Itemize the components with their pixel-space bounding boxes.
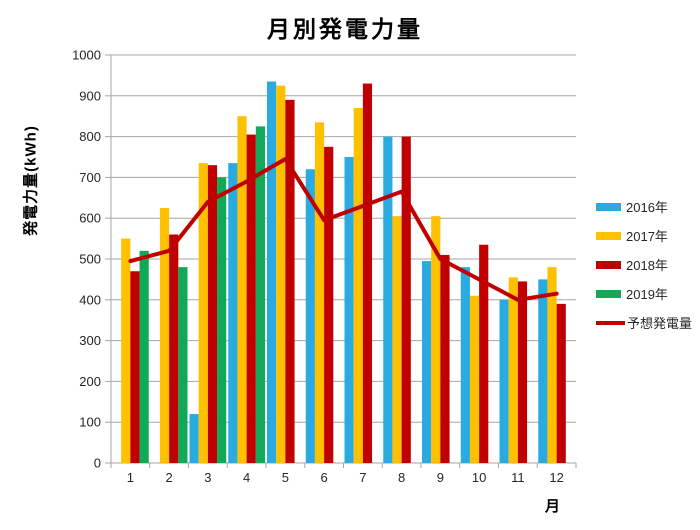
bar-2017年-m12 <box>547 267 557 463</box>
bar-2018年-m6 <box>324 146 334 464</box>
bar-2016年-m12 <box>538 279 548 463</box>
bar-2018年-m11 <box>517 281 528 463</box>
bar-2019年-m2 <box>178 267 188 463</box>
bar-2018年-m4 <box>246 134 256 463</box>
legend-item-0: 2016年 <box>596 192 692 221</box>
bar-2017年-m3 <box>198 163 208 463</box>
legend-color-swatch <box>596 202 621 211</box>
bar-2018年-m3 <box>207 165 218 463</box>
bar-2017年-m11 <box>508 277 518 463</box>
legend-label: 2016年 <box>626 200 668 215</box>
x-tick-label: 1 <box>127 470 134 485</box>
bar-2016年-m11 <box>499 299 509 463</box>
bar-2017年-m6 <box>314 122 325 463</box>
y-tick-label: 800 <box>79 129 101 144</box>
bar-2018年-m12 <box>556 303 566 463</box>
legend-item-2: 2018年 <box>596 250 692 279</box>
bar-2018年-m2 <box>169 234 179 463</box>
legend-item-1: 2017年 <box>596 221 692 250</box>
x-tick-label: 10 <box>472 470 486 485</box>
y-tick-label: 600 <box>79 211 101 226</box>
y-tick-label: 500 <box>79 252 101 267</box>
bar-2016年-m6 <box>305 169 315 464</box>
y-tick-label: 700 <box>79 170 101 185</box>
y-tick-label: 400 <box>79 292 101 307</box>
bar-2016年-m4 <box>228 163 238 463</box>
bar-2019年-m1 <box>139 250 149 463</box>
legend-color-swatch <box>596 231 621 240</box>
bar-2016年-m8 <box>383 136 393 463</box>
bar-2017年-m1 <box>121 238 131 463</box>
y-tick-label: 300 <box>79 333 101 348</box>
bar-2017年-m9 <box>431 216 441 463</box>
x-tick-label: 5 <box>282 470 289 485</box>
y-tick-label: 1000 <box>72 48 101 63</box>
bar-2018年-m5 <box>285 99 295 463</box>
x-tick-label: 3 <box>204 470 211 485</box>
legend-label: 2019年 <box>626 287 668 302</box>
legend-color-swatch <box>596 260 621 269</box>
bar-2017年-m2 <box>159 208 170 463</box>
x-tick-label: 6 <box>321 470 328 485</box>
x-tick-label: 7 <box>359 470 366 485</box>
x-tick-label: 11 <box>511 470 525 485</box>
x-tick-label: 2 <box>166 470 173 485</box>
legend: 2016年 2017年 2018年 2019年予想発電量 <box>596 192 692 337</box>
bar-2018年-m9 <box>440 254 450 463</box>
bar-2019年-m4 <box>255 126 265 464</box>
bar-2017年-m8 <box>392 216 402 463</box>
chart-title: 月別発電力量 <box>267 16 423 42</box>
legend-label: 2017年 <box>626 229 668 244</box>
bar-2016年-m7 <box>344 157 354 463</box>
bar-2018年-m10 <box>479 244 489 463</box>
legend-item-3: 2019年 <box>596 279 692 308</box>
bar-2017年-m4 <box>237 116 247 463</box>
x-tick-label: 4 <box>243 470 250 485</box>
x-tick-label: 9 <box>437 470 444 485</box>
bar-2019年-m3 <box>217 177 227 463</box>
x-tick-label: 12 <box>549 470 563 485</box>
bar-2018年-m8 <box>401 136 411 463</box>
legend-line-swatch <box>596 320 625 325</box>
x-tick-label: 8 <box>398 470 405 485</box>
bar-2017年-m5 <box>276 85 286 463</box>
x-axis-title: 月 <box>545 498 561 515</box>
bar-2018年-m7 <box>362 83 373 463</box>
bar-2016年-m3 <box>189 414 199 463</box>
y-tick-label: 200 <box>79 374 101 389</box>
y-tick-label: 100 <box>79 415 101 430</box>
legend-label: 予想発電量 <box>627 316 693 331</box>
bar-2016年-m5 <box>267 81 277 464</box>
y-tick-label: 0 <box>94 456 101 471</box>
bar-2016年-m10 <box>460 267 470 463</box>
forecast-line <box>128 157 559 302</box>
bar-2017年-m7 <box>353 108 363 463</box>
bar-2016年-m9 <box>422 261 432 463</box>
bar-2017年-m10 <box>469 295 480 463</box>
legend-item-4: 予想発電量 <box>596 308 692 337</box>
legend-color-swatch <box>596 289 621 298</box>
bar-2018年-m1 <box>130 271 140 463</box>
y-tick-label: 900 <box>79 88 101 103</box>
legend-label: 2018年 <box>626 258 668 273</box>
